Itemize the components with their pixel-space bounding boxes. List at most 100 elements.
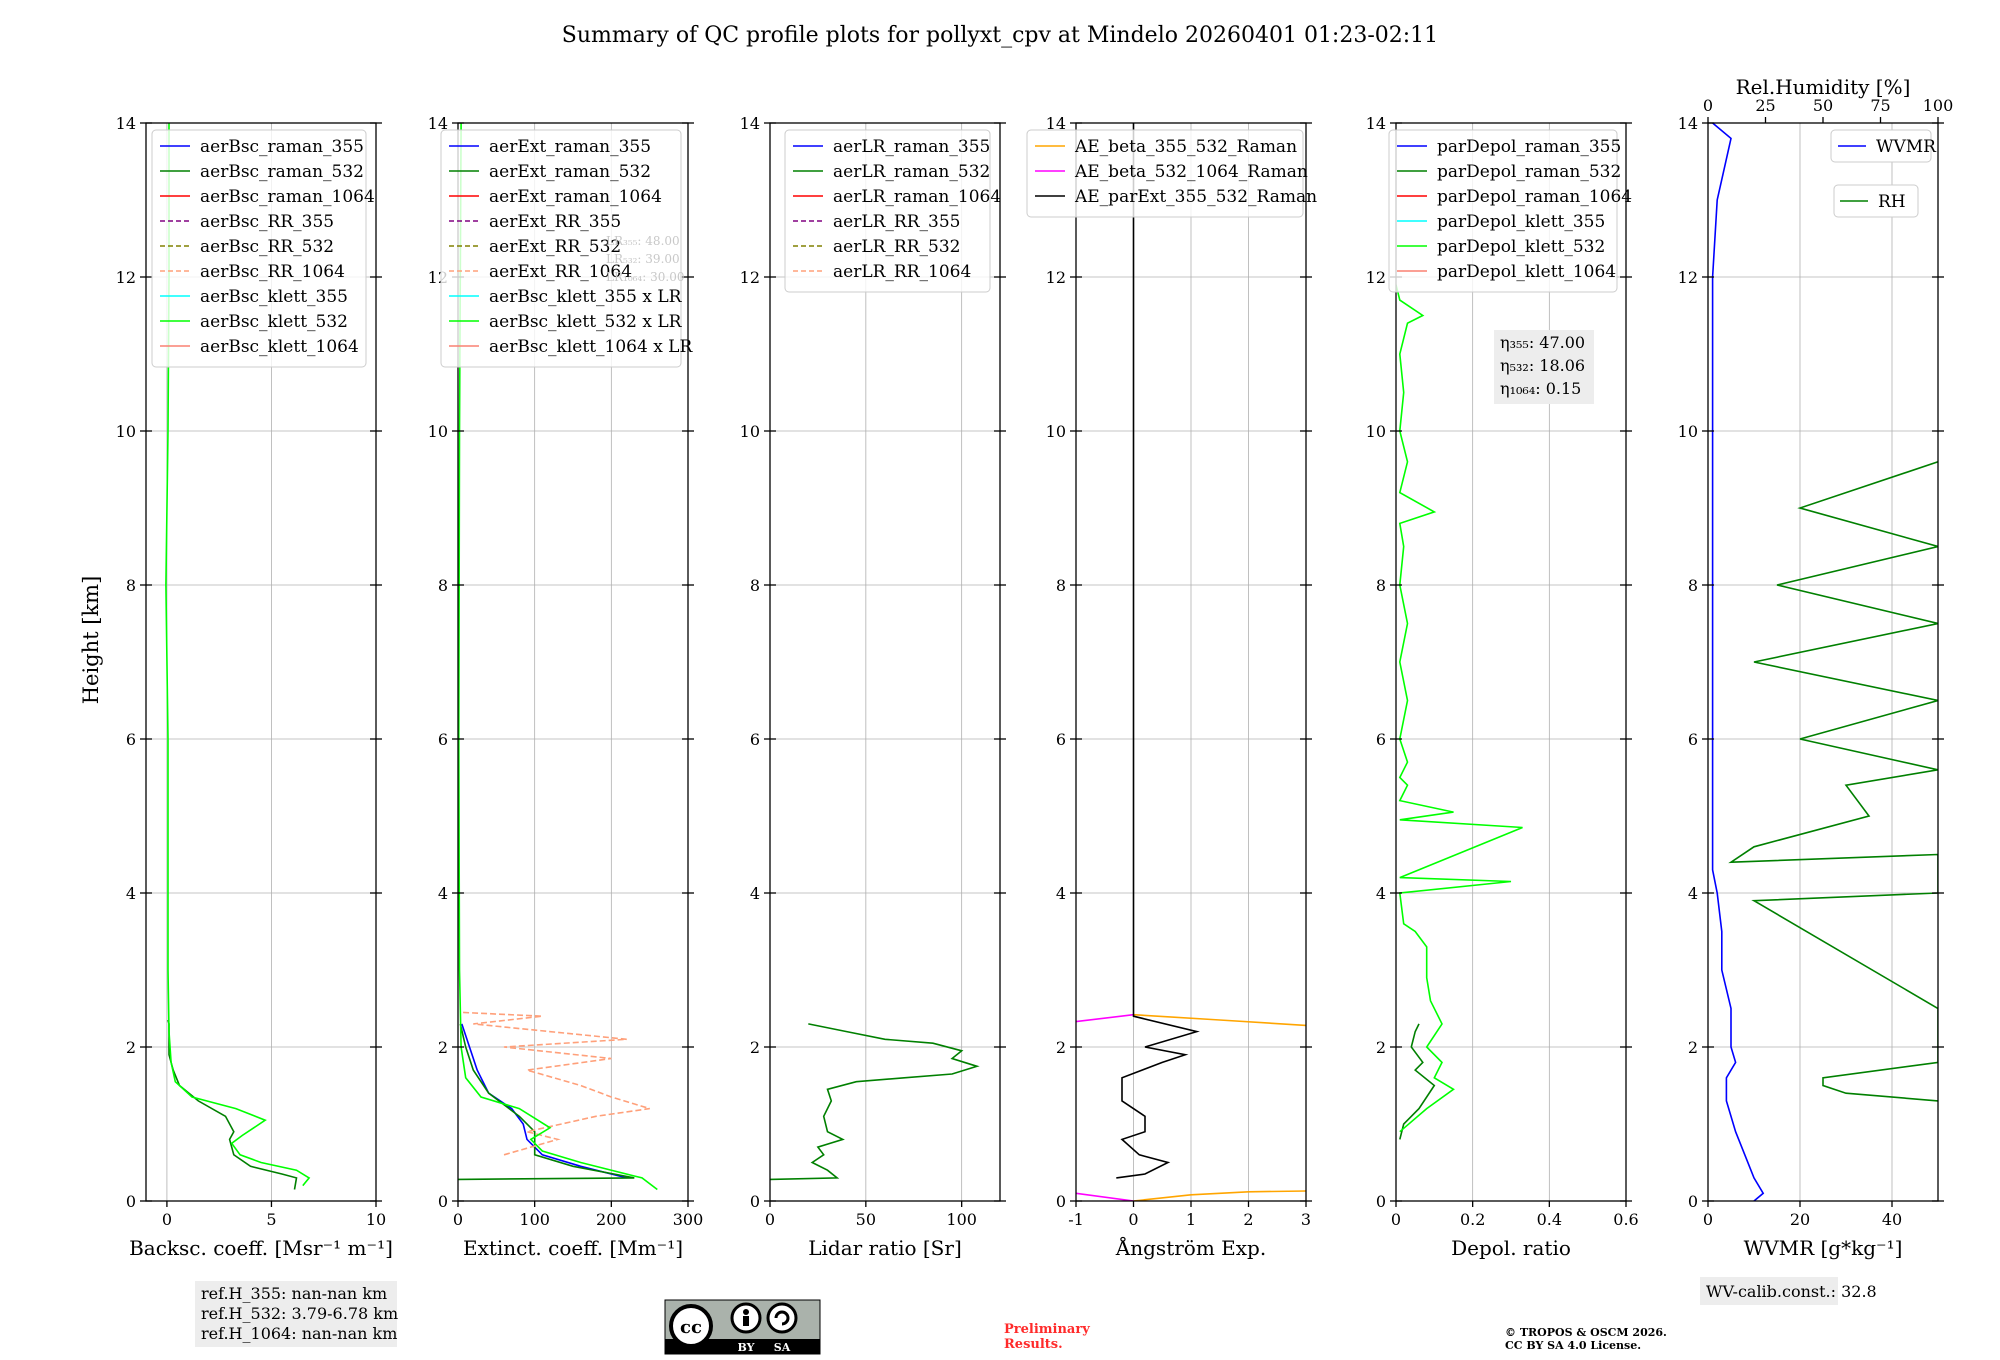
series-AE_beta_532_1064_Raman (1076, 1192, 1134, 1201)
legend-label: RH (1878, 192, 1906, 212)
y-tick-label: 0 (438, 1192, 448, 1211)
y-tick-label: 6 (126, 730, 136, 749)
panel-backscatter: 0 2 4 6 8 10 12 14 0 5 10 Backsc. coeff. [Msr⁻¹ m⁻¹… (116, 114, 393, 1260)
lidar-ratio-label: LR₃₅₅: 48.00 (606, 234, 680, 248)
cc-license-badge: cc BY SA (664, 1299, 821, 1355)
axes-frame (769, 122, 1001, 1202)
x-tick-label: 0 (1128, 1210, 1138, 1229)
x-tick-label: 0 (453, 1210, 463, 1229)
series-aerBsc_klett_532 (165, 123, 311, 1187)
x-tick-label: 100 (519, 1210, 550, 1229)
sa-icon (766, 1302, 798, 1334)
legend-label: parDepol_klett_1064 (1437, 262, 1616, 282)
y-tick-label: 6 (750, 730, 760, 749)
axes-frame (1395, 122, 1627, 1202)
y-tick-label: 14 (740, 114, 760, 133)
series-aerExt_raman_355 (461, 1023, 627, 1179)
y-tick-label: 12 (116, 268, 136, 287)
x-tick-label: -1 (1068, 1210, 1084, 1229)
x-axis-label: Ångström Exp. (1115, 1235, 1266, 1260)
legend-label: aerBsc_klett_532 x LR (489, 312, 683, 332)
y-tick-label: 6 (1056, 730, 1066, 749)
y-tick-label: 10 (1046, 422, 1066, 441)
copyright-line2: CC BY SA 4.0 License. (1505, 1339, 1641, 1352)
y-tick-label: 10 (428, 422, 448, 441)
y-tick-label: 0 (1688, 1192, 1698, 1211)
lidar-ratio-label: LR₁₀₆₄: 30.00 (606, 270, 684, 284)
legend-label: AE_beta_355_532_Raman (1074, 137, 1297, 157)
series-aerExt_RR_1064 (461, 1011, 650, 1156)
y-tick-label: 8 (126, 576, 136, 595)
top-x-tick-label: 50 (1813, 96, 1833, 115)
panel-lidar_ratio: 0 2 4 6 8 10 12 14 0 50 100 Lidar ratio [Sr] aerLR_r… (740, 114, 1006, 1260)
y-tick-label: 6 (1376, 730, 1386, 749)
axes-frame (1707, 122, 1939, 1202)
copyright-line1: © TROPOS & OSCM 2026. (1505, 1326, 1667, 1339)
top-x-tick-label: 25 (1755, 96, 1775, 115)
eta-box: η₃₅₅: 47.00 η₅₃₂: 18.06 η₁₀₆₄: 0.15 (1494, 330, 1594, 404)
legend-label: aerLR_raman_1064 (833, 187, 1001, 207)
panel-depolarization: 0 2 4 6 8 10 12 14 0 0.2 0.4 0.6 Depol. ratio parDepo… (1366, 114, 1639, 1260)
cc-logo-text: cc (680, 1317, 702, 1338)
legend: aerBsc_raman_355 aerBsc_raman_532 aerBsc_r… (151, 129, 375, 368)
y-tick-label: 6 (438, 730, 448, 749)
y-tick-label: 8 (1056, 576, 1066, 595)
x-axis-label: WVMR [g*kg⁻¹] (1744, 1236, 1903, 1260)
legend-label: aerBsc_klett_1064 x LR (489, 337, 693, 357)
y-tick-label: 10 (116, 422, 136, 441)
legend-box (1833, 184, 1919, 218)
y-tick-label: 10 (1366, 422, 1386, 441)
legend-label: parDepol_raman_1064 (1437, 187, 1632, 207)
y-tick-label: 8 (1376, 576, 1386, 595)
x-axis-label: Backsc. coeff. [Msr⁻¹ m⁻¹] (129, 1236, 393, 1260)
legend-box (440, 129, 682, 368)
legend-box (1388, 129, 1618, 293)
legend-label: aerBsc_RR_355 (200, 212, 334, 232)
y-tick-label: 6 (1688, 730, 1698, 749)
y-tick-label: 4 (750, 884, 760, 903)
legend-label: aerLR_RR_1064 (833, 262, 971, 282)
series-aerExt_raman_532 (458, 1023, 635, 1181)
series-RH (1728, 461, 1938, 1102)
y-tick-label: 12 (740, 268, 760, 287)
x-tick-label: 40 (1882, 1210, 1902, 1229)
ref-height-box: ref.H_355: nan-nan km ref.H_532: 3.79-6.… (195, 1281, 398, 1347)
series-aerBsc_raman_532 (167, 1019, 298, 1190)
legend-label: aerBsc_raman_532 (200, 162, 364, 182)
preliminary-line2: Results. (1004, 1337, 1063, 1352)
y-tick-label: 2 (1056, 1038, 1066, 1057)
y-tick-label: 4 (438, 884, 448, 903)
x-tick-label: 0 (1703, 1210, 1713, 1229)
series-aerLR_raman_532 (770, 1023, 980, 1181)
series-AE_beta_532_1064_Raman_upper (1076, 1013, 1134, 1023)
y-tick-label: 4 (126, 884, 136, 903)
x-axis-label: Extinct. coeff. [Mm⁻¹] (463, 1236, 683, 1260)
y-tick-label: 2 (126, 1038, 136, 1057)
y-tick-label: 8 (750, 576, 760, 595)
y-tick-label: 14 (1678, 114, 1698, 133)
series-parDepol_raman_532 (1399, 1023, 1436, 1140)
legend-label: aerLR_raman_532 (833, 162, 990, 182)
y-axis-label: Height [km] (79, 576, 103, 705)
x-tick-label: 20 (1790, 1210, 1810, 1229)
x-tick-label: 0 (162, 1210, 172, 1229)
legend-label: aerBsc_RR_532 (200, 237, 334, 257)
top-x-tick-label: 75 (1870, 96, 1890, 115)
x-tick-label: 200 (596, 1210, 627, 1229)
y-tick-label: 4 (1376, 884, 1386, 903)
eta-label: η₃₅₅: 47.00 (1500, 333, 1585, 352)
legend-wvmr: WVMR (1830, 129, 1937, 163)
y-tick-label: 2 (750, 1038, 760, 1057)
legend-label: AE_beta_532_1064_Raman (1074, 162, 1308, 182)
eta-label: η₁₀₆₄: 0.15 (1500, 379, 1581, 398)
legend-label: parDepol_raman_532 (1437, 162, 1621, 182)
y-tick-label: 10 (740, 422, 760, 441)
cc-by-label: BY (738, 1341, 755, 1354)
legend-label: aerExt_raman_355 (489, 137, 651, 157)
y-tick-label: 10 (1678, 422, 1698, 441)
y-tick-label: 4 (1056, 884, 1066, 903)
legend-label: aerBsc_klett_532 (200, 312, 348, 332)
legend: aerExt_raman_355 aerExt_raman_532 aerExt_r… (440, 129, 693, 368)
